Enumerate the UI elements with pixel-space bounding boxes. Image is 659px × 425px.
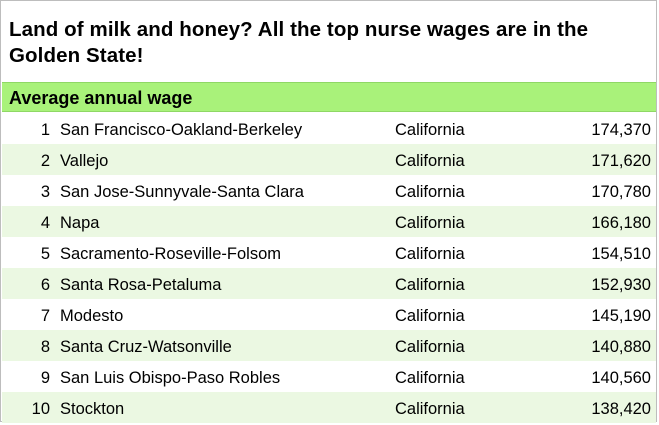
wage-cell: 152,930 <box>591 276 651 294</box>
rank-cell: 6 <box>40 276 50 294</box>
rank-cell: 5 <box>40 245 50 263</box>
state-cell: California <box>395 307 465 325</box>
state-cell: California <box>395 338 465 356</box>
area-cell: San Jose-Sunnyvale-Santa Clara <box>60 183 304 201</box>
state-cell: California <box>395 183 465 201</box>
table-row: 8 Santa Cruz-Watsonville California 140,880 <box>2 330 656 361</box>
table-row: 6 Santa Rosa-Petaluma California 152,930 <box>2 268 656 299</box>
rank-cell: 10 <box>31 400 50 418</box>
area-cell: Sacramento-Roseville-Folsom <box>60 245 281 263</box>
table-row: 3 San Jose-Sunnyvale-Santa Clara Californi… <box>2 175 656 206</box>
rank-cell: 4 <box>40 214 50 232</box>
area-cell: Santa Cruz-Watsonville <box>60 338 232 356</box>
area-cell: San Luis Obispo-Paso Robles <box>60 369 281 387</box>
wage-cell: 154,510 <box>591 245 651 263</box>
state-cell: California <box>395 276 465 294</box>
wage-cell: 171,620 <box>591 152 651 170</box>
area-cell: San Francisco-Oakland-Berkeley <box>60 121 303 139</box>
column-header-label: Average annual wage <box>9 88 193 108</box>
state-cell: California <box>395 400 465 418</box>
state-cell: California <box>395 121 465 139</box>
column-header-band: Average annual wage <box>2 82 656 112</box>
state-cell: California <box>395 369 465 387</box>
rank-cell: 2 <box>40 152 50 170</box>
state-cell: California <box>395 214 465 232</box>
rank-cell: 1 <box>40 121 50 139</box>
chart-title: Land of milk and honey? All the top nurs… <box>9 18 589 67</box>
table-row: 2 Vallejo California 171,620 <box>2 144 656 175</box>
rank-cell: 7 <box>40 307 50 325</box>
table-row: 4 Napa California 166,180 <box>2 206 656 237</box>
state-cell: California <box>395 152 465 170</box>
table-row: 10 Stockton California 138,420 <box>2 392 656 423</box>
wage-cell: 138,420 <box>591 400 651 418</box>
table-row: 7 Modesto California 145,190 <box>2 299 656 330</box>
wage-cell: 166,180 <box>591 214 651 232</box>
table-row: 1 San Francisco-Oakland-Berkeley Californi… <box>2 113 656 144</box>
wage-cell: 145,190 <box>591 307 651 325</box>
area-cell: Santa Rosa-Petaluma <box>60 276 222 294</box>
rank-cell: 8 <box>40 338 50 356</box>
wage-cell: 170,780 <box>591 183 651 201</box>
area-cell: Vallejo <box>60 152 109 170</box>
state-cell: California <box>395 245 465 263</box>
area-cell: Napa <box>60 214 100 232</box>
table-row: 9 San Luis Obispo-Paso Robles California 14… <box>2 361 656 392</box>
table-body: 1 San Francisco-Oakland-Berkeley Californi… <box>2 113 656 423</box>
wage-cell: 174,370 <box>591 121 651 139</box>
table-row: 5 Sacramento-Roseville-Folsom California 15… <box>2 237 656 268</box>
area-cell: Stockton <box>60 400 125 418</box>
wage-cell: 140,560 <box>591 369 651 387</box>
rank-cell: 9 <box>40 369 50 387</box>
rank-cell: 3 <box>40 183 50 201</box>
wage-cell: 140,880 <box>591 338 651 356</box>
area-cell: Modesto <box>60 307 124 325</box>
